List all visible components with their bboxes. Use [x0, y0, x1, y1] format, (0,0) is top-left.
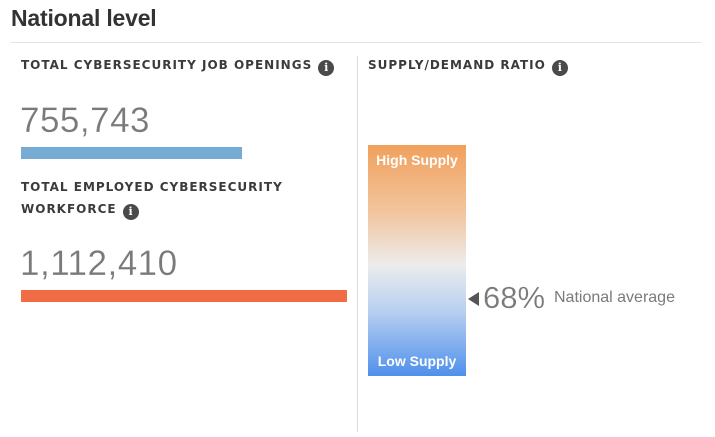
title-divider — [11, 42, 701, 43]
info-icon[interactable]: i — [122, 204, 139, 220]
supply-demand-label: SUPPLY/DEMAND RATIO — [368, 58, 546, 72]
info-icon[interactable]: i — [318, 60, 335, 76]
supply-demand-label-row: SUPPLY/DEMAND RATIO i — [368, 54, 568, 76]
workforce-label-row: TOTAL EMPLOYED CYBERSECURITY WORKFORCE i — [21, 176, 283, 220]
high-supply-label: High Supply — [376, 152, 458, 168]
job-openings-value: 755,743 — [20, 101, 151, 140]
supply-demand-gradient-bar: High Supply Low Supply — [368, 145, 466, 376]
info-icon[interactable]: i — [551, 60, 568, 76]
low-supply-label: Low Supply — [377, 353, 457, 369]
column-divider — [357, 56, 358, 432]
job-openings-label-row: TOTAL CYBERSECURITY JOB OPENINGS i — [21, 54, 335, 76]
workforce-label-line1: TOTAL EMPLOYED CYBERSECURITY — [21, 180, 283, 194]
job-openings-label: TOTAL CYBERSECURITY JOB OPENINGS — [21, 58, 313, 72]
workforce-bar — [21, 290, 347, 302]
job-openings-bar — [21, 147, 242, 159]
marker-triangle-icon — [468, 292, 479, 306]
supply-demand-value: 68% — [483, 280, 546, 315]
workforce-label-line2: WORKFORCE — [21, 202, 117, 216]
national-average-caption: National average — [554, 289, 675, 306]
page-title: National level — [11, 5, 157, 31]
workforce-value: 1,112,410 — [20, 244, 178, 283]
